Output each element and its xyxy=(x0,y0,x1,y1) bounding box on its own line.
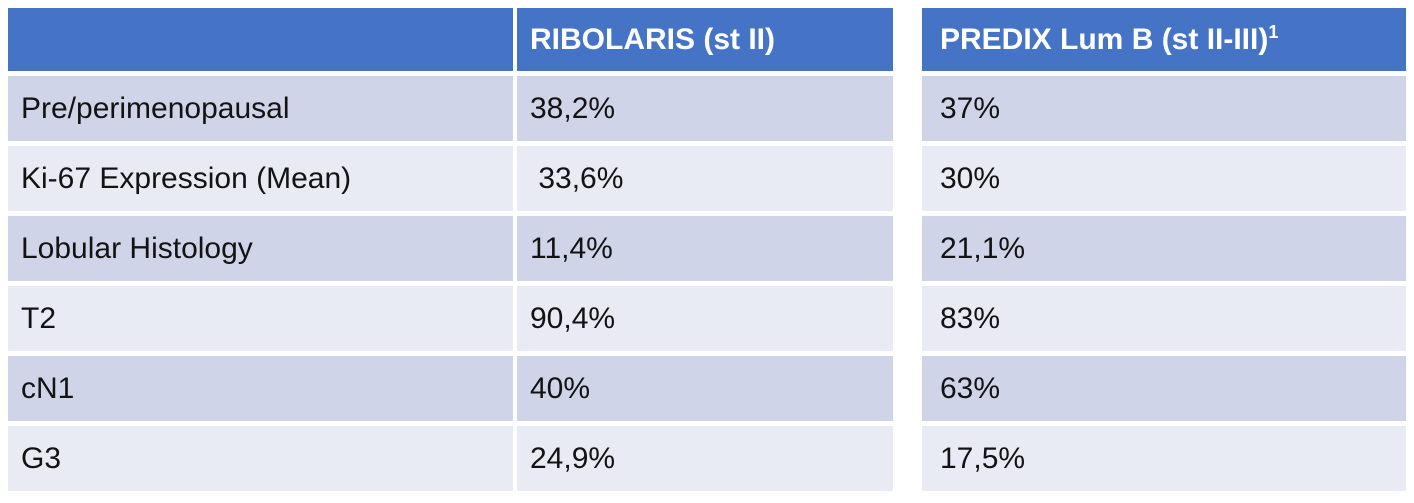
header-superscript: 1 xyxy=(1268,21,1279,42)
ribolaris-value-cell: 90,4% xyxy=(517,286,893,351)
table-row: 21,1% xyxy=(922,216,1406,281)
table-row: 63% xyxy=(922,356,1406,421)
table-row: 17,5% xyxy=(922,426,1406,491)
row-label-cell: G3 xyxy=(8,426,513,491)
table-row: Lobular Histology 11,4% xyxy=(8,216,893,281)
predix-header-label: PREDIX Lum B (st II-III) xyxy=(940,22,1269,56)
table-row: T2 90,4% xyxy=(8,286,893,351)
column-header-ribolaris: RIBOLARIS (st II) xyxy=(517,8,893,71)
row-label-cell: Ki-67 Expression (Mean) xyxy=(8,146,513,211)
column-header-predix: PREDIX Lum B (st II-III)1 xyxy=(922,8,1406,71)
table-row: 37% xyxy=(922,76,1406,141)
header-row: RIBOLARIS (st II) xyxy=(8,8,893,71)
table-row: 30% xyxy=(922,146,1406,211)
table-row: Ki-67 Expression (Mean) 33,6% xyxy=(8,146,893,211)
row-label-cell: Pre/perimenopausal xyxy=(8,76,513,141)
ribolaris-value-cell: 40% xyxy=(517,356,893,421)
row-label-cell: Lobular Histology xyxy=(8,216,513,281)
row-label-cell: T2 xyxy=(8,286,513,351)
ribolaris-table: RIBOLARIS (st II) Pre/perimenopausal 38,… xyxy=(8,8,893,491)
ribolaris-value-cell: 38,2% xyxy=(517,76,893,141)
ribolaris-value-cell: 24,9% xyxy=(517,426,893,491)
header-row: PREDIX Lum B (st II-III)1 xyxy=(922,8,1406,71)
predix-value-cell: 30% xyxy=(922,146,1406,211)
predix-value-cell: 63% xyxy=(922,356,1406,421)
predix-value-cell: 21,1% xyxy=(922,216,1406,281)
predix-table: PREDIX Lum B (st II-III)1 37% 30% 21,1% … xyxy=(922,8,1406,491)
predix-value-cell: 83% xyxy=(922,286,1406,351)
table-row: 83% xyxy=(922,286,1406,351)
predix-value-cell: 17,5% xyxy=(922,426,1406,491)
row-label-cell: cN1 xyxy=(8,356,513,421)
table-row: G3 24,9% xyxy=(8,426,893,491)
table-row: Pre/perimenopausal 38,2% xyxy=(8,76,893,141)
empty-corner-cell xyxy=(8,8,513,71)
ribolaris-value-cell: 33,6% xyxy=(517,146,893,211)
predix-value-cell: 37% xyxy=(922,76,1406,141)
ribolaris-value-cell: 11,4% xyxy=(517,216,893,281)
table-row: cN1 40% xyxy=(8,356,893,421)
